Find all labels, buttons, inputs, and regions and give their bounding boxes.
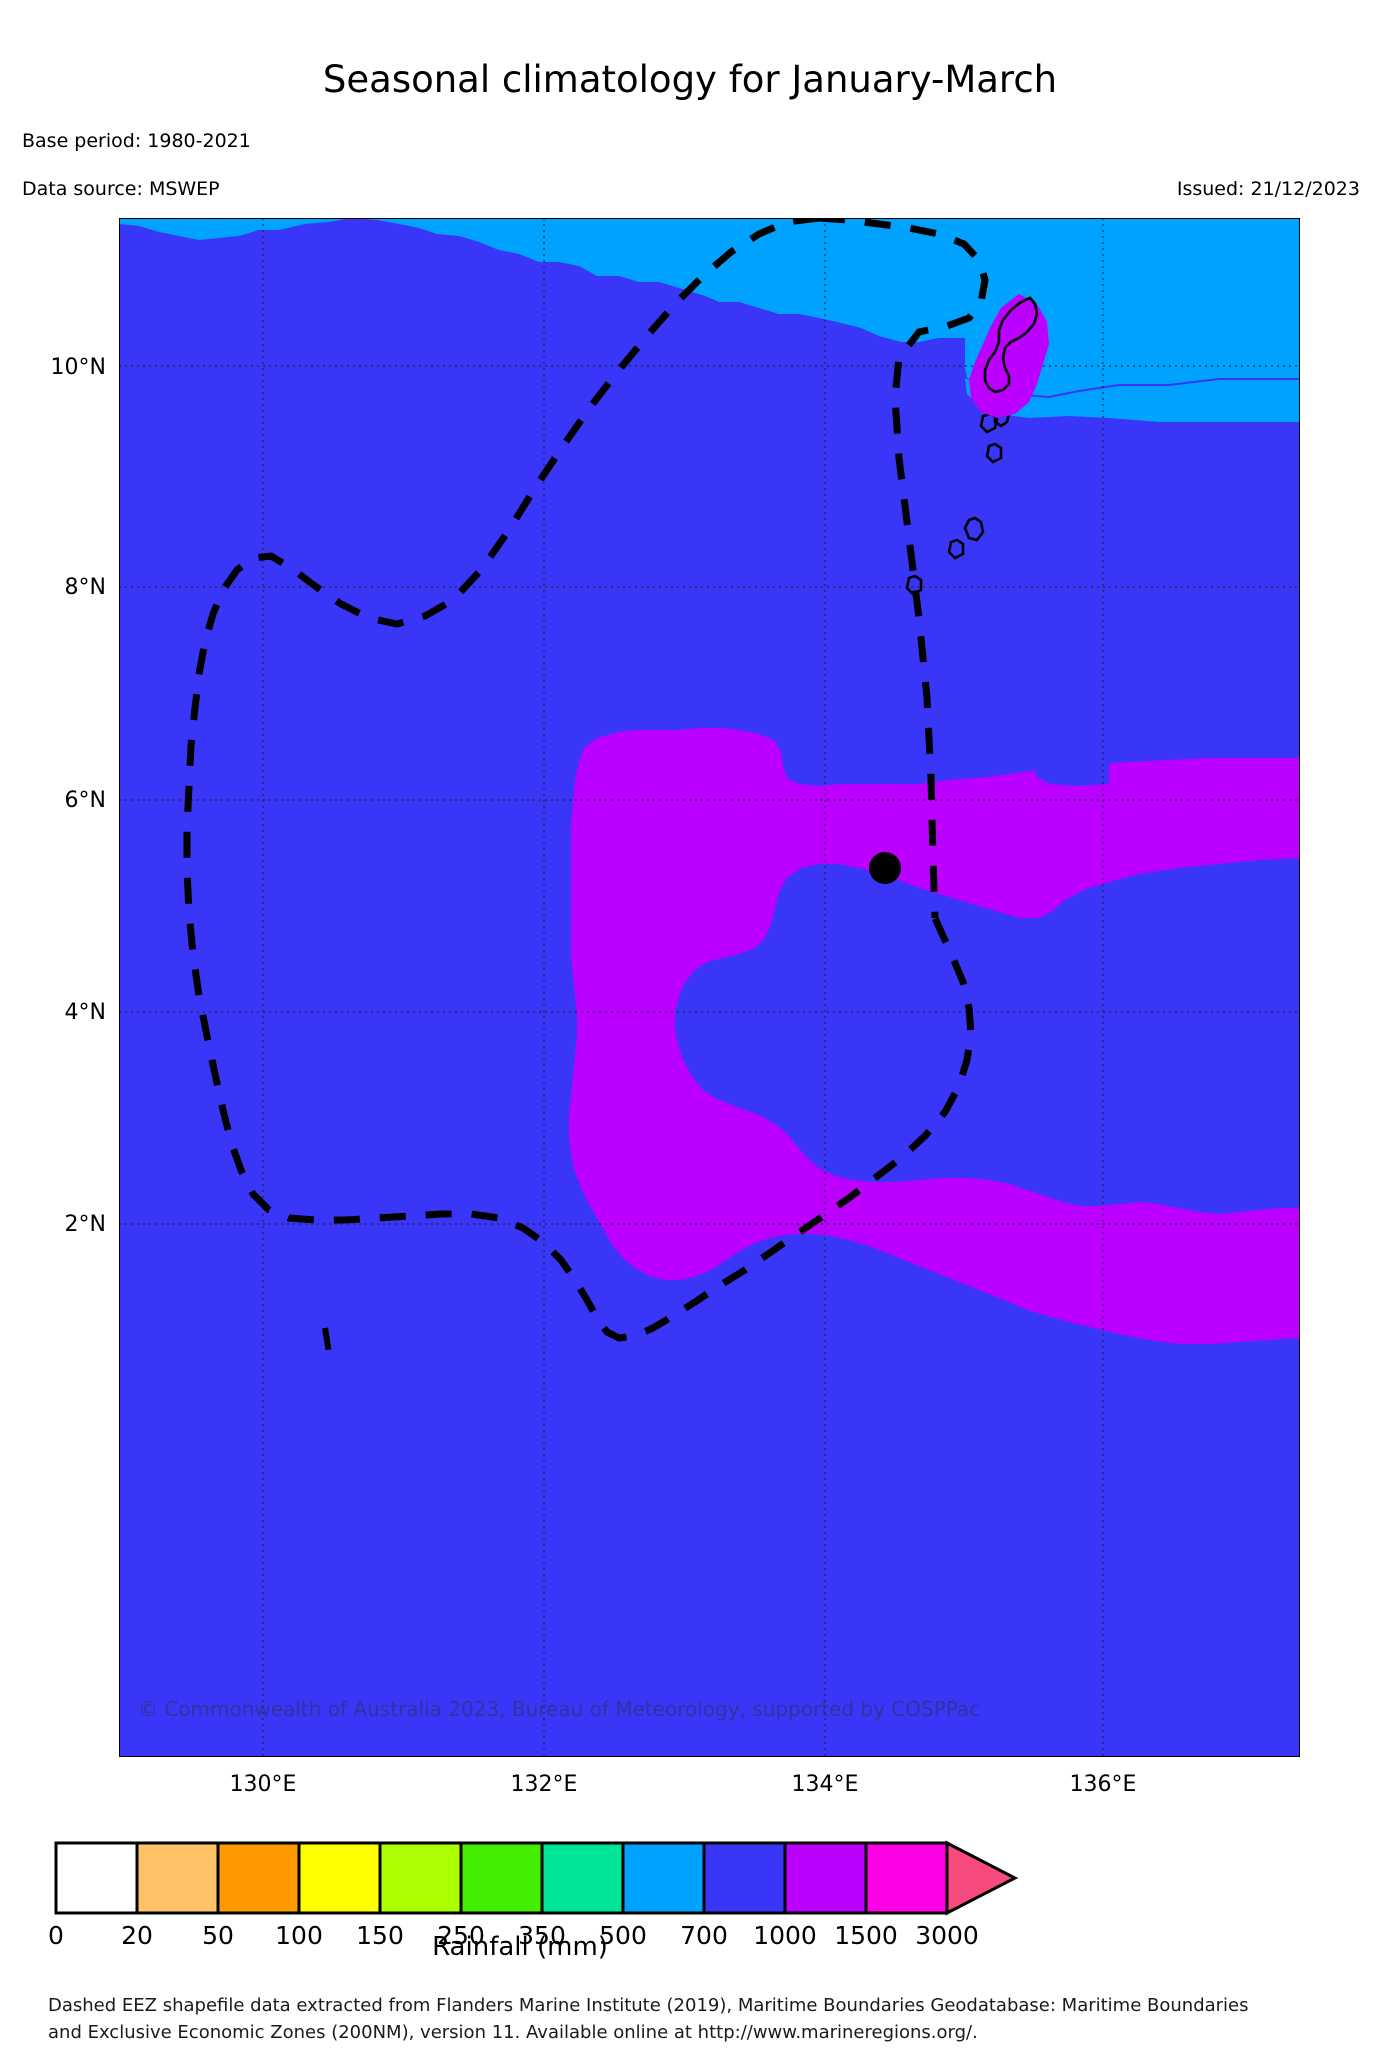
colorbar-tick-500: 500	[599, 1921, 647, 1950]
map-gridlines	[119, 218, 1300, 1757]
colorbar-tick-700: 700	[680, 1921, 728, 1950]
colorbar-tick-100: 100	[275, 1921, 323, 1950]
footer-line-2: and Exclusive Economic Zones (200NM), ve…	[48, 2022, 978, 2043]
x-axis-tick-130e: 130°E	[229, 1772, 297, 1797]
x-axis-tick-134e: 134°E	[791, 1772, 859, 1797]
footer-line-1: Dashed EEZ shapefile data extracted from…	[48, 1995, 1249, 2016]
colorbar-swatch-700-1000	[702, 1841, 787, 1915]
colorbar-tick-350: 350	[518, 1921, 566, 1950]
y-axis-tick-4n: 4°N	[64, 1000, 106, 1025]
y-axis-tick-8n: 8°N	[64, 575, 106, 600]
colorbar-tick-20: 20	[121, 1921, 153, 1950]
colorbar-swatch-500-700	[621, 1841, 706, 1915]
footer-attribution: Dashed EEZ shapefile data extracted from…	[48, 1992, 1358, 2046]
colorbar-tick-1500: 1500	[834, 1921, 898, 1950]
colorbar-tick-0: 0	[48, 1921, 64, 1950]
colorbar-swatch-100-150	[297, 1841, 382, 1915]
map-frame	[119, 218, 1300, 1757]
colorbar-tick-3000: 3000	[915, 1921, 979, 1950]
colorbar-swatch-50-100	[216, 1841, 301, 1915]
colorbar-swatch-over-3000	[945, 1840, 1019, 1916]
rainfall-climatology-map[interactable]	[119, 218, 1300, 1757]
x-axis-tick-136e: 136°E	[1069, 1772, 1137, 1797]
map-copyright-notice: © Commonwealth of Australia 2023, Bureau…	[138, 1697, 981, 1721]
y-axis-tick-2n: 2°N	[64, 1212, 106, 1237]
colorbar-swatch-350-500	[540, 1841, 625, 1915]
eez-boundary-line	[183, 218, 989, 1342]
x-axis-tick-132e: 132°E	[510, 1772, 578, 1797]
rain-band-500-700	[351, 218, 1300, 396]
colorbar-tick-1000: 1000	[753, 1921, 817, 1950]
island-outlines-overlay	[983, 296, 1039, 394]
colorbar-swatch-20-50	[135, 1841, 220, 1915]
rain-band-500-700-nw	[119, 218, 351, 240]
rain-inlet-blue-1	[1035, 758, 1109, 786]
colorbar[interactable]: 0 20 50 100 150 250 350 500 700 1000 150…	[0, 1835, 1380, 2015]
colorbar-tick-150: 150	[356, 1921, 404, 1950]
colorbar-swatches	[54, 1840, 1019, 1916]
issued-date-label: Issued: 21/12/2023	[1176, 178, 1360, 200]
base-period-label: Base period: 1980-2021	[22, 130, 251, 152]
rain-band-1000-1500	[569, 728, 1300, 1344]
eez-boundary-tail	[322, 1327, 332, 1354]
colorbar-tick-250: 250	[437, 1921, 485, 1950]
page-title: Seasonal climatology for January-March	[322, 58, 1058, 101]
colorbar-axis-label: Rainfall (mm)	[432, 1932, 608, 1962]
colorbar-swatch-1500-3000	[864, 1841, 949, 1915]
y-axis-tick-10n: 10°N	[50, 355, 106, 380]
data-source-label: Data source: MSWEP	[22, 178, 220, 200]
colorbar-swatch-250-350	[459, 1841, 544, 1915]
station-dot-marker[interactable]	[869, 852, 901, 884]
colorbar-swatch-0-20	[54, 1841, 139, 1915]
rain-band-700-1000	[119, 218, 1300, 1757]
y-axis-tick-6n: 6°N	[64, 788, 106, 813]
rain-band-500-700-e	[965, 378, 1300, 422]
colorbar-canvas	[54, 1840, 1019, 1916]
colorbar-swatch-1000-1500	[783, 1841, 868, 1915]
colorbar-swatch-150-250	[378, 1841, 463, 1915]
rain-inlet-blue-2	[571, 1296, 685, 1418]
colorbar-tick-50: 50	[202, 1921, 234, 1950]
map-canvas	[119, 218, 1300, 1757]
